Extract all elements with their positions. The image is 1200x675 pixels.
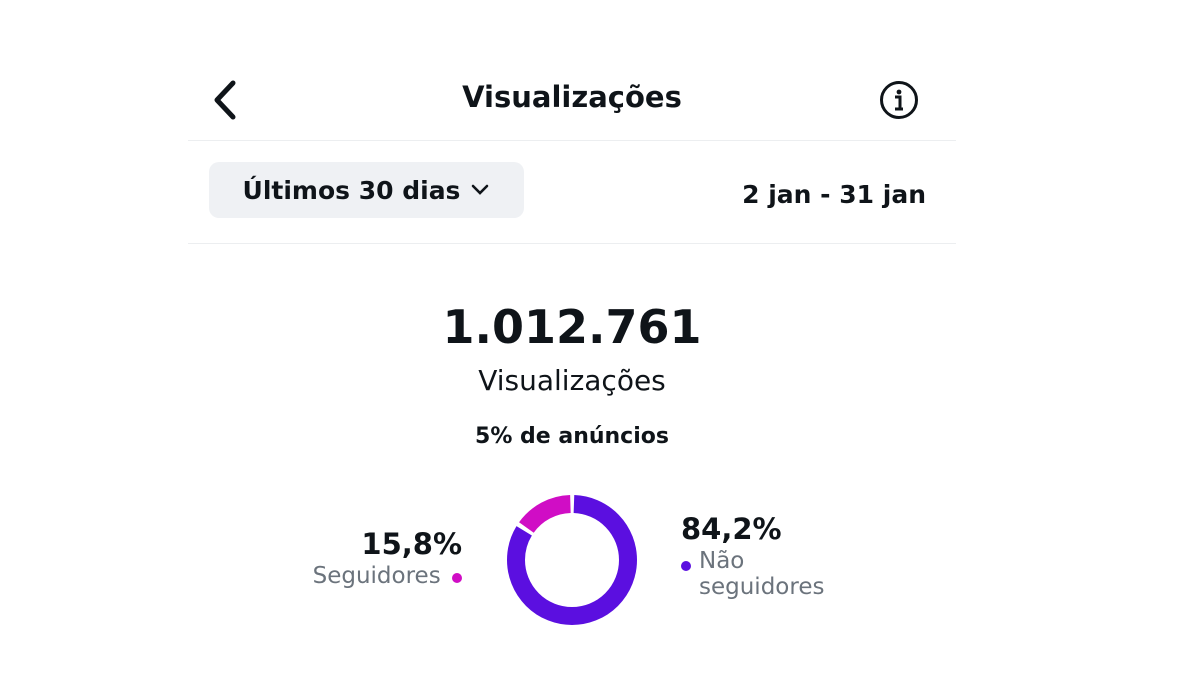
chevron-left-icon <box>214 80 236 120</box>
total-views: 1.012.761 <box>442 300 702 354</box>
page-title: Visualizações <box>462 80 682 114</box>
followers-label: Seguidores <box>312 563 441 589</box>
non-followers-label-2: seguidores <box>699 574 825 600</box>
chevron-down-icon <box>472 184 489 195</box>
date-range: 2 jan - 31 jan <box>742 180 926 209</box>
non-followers-legend: 84,2% Não seguidores <box>681 512 824 600</box>
info-icon <box>880 81 918 119</box>
ads-share: 5% de anúncios <box>475 424 669 449</box>
followers-dot <box>452 573 462 583</box>
followers-legend: 15,8% Seguidores <box>313 527 462 589</box>
header-divider <box>188 140 956 141</box>
dropdown-label: Últimos 30 dias <box>242 175 461 205</box>
filter-divider <box>188 243 956 244</box>
non-followers-dot <box>681 561 691 571</box>
non-followers-label-1: Não <box>699 548 745 574</box>
non-followers-pct: 84,2% <box>681 512 782 546</box>
donut-chart <box>507 495 637 625</box>
date-range-dropdown[interactable]: Últimos 30 dias <box>209 162 524 218</box>
back-button[interactable] <box>205 78 245 122</box>
total-views-label: Visualizações <box>478 364 666 397</box>
info-button[interactable] <box>879 80 919 124</box>
followers-pct: 15,8% <box>361 527 462 561</box>
non-followers-segment <box>507 495 637 625</box>
